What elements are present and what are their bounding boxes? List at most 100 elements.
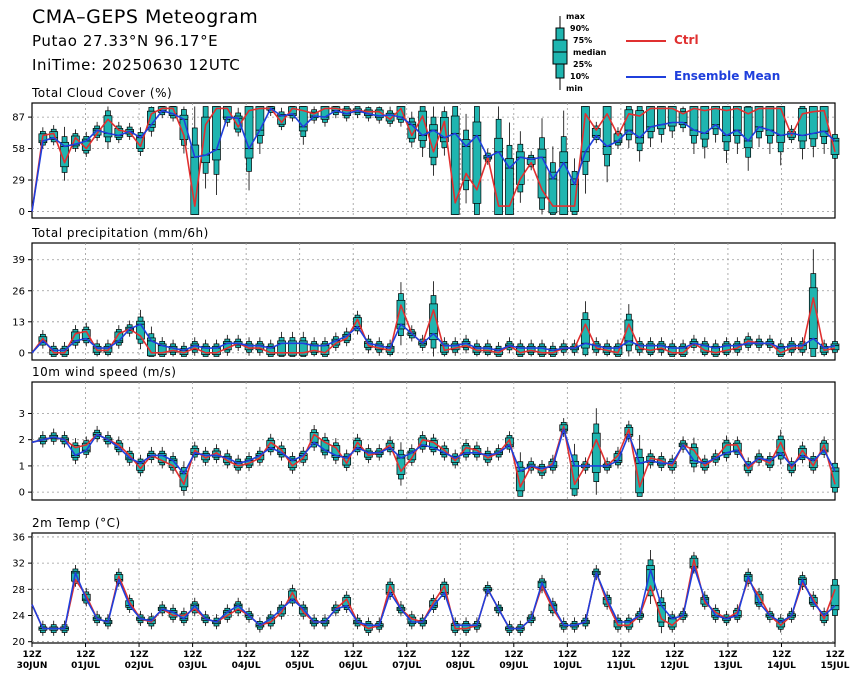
cloud-box-inner xyxy=(515,151,525,185)
xtick-hour-label: 12Z xyxy=(130,650,150,660)
temp-ytick-label: 32 xyxy=(12,559,25,570)
cloud-box-inner xyxy=(418,110,427,141)
wind-box-inner xyxy=(342,455,352,466)
wind-box-inner xyxy=(732,442,742,453)
precip-box-inner xyxy=(81,329,91,341)
legend-ctrl-swatch xyxy=(626,40,666,42)
legend-median-label: median xyxy=(573,48,607,57)
precip-box-inner xyxy=(71,331,80,344)
xtick-date-label: 04JUL xyxy=(232,661,261,671)
wind-box-inner xyxy=(418,437,427,448)
cloud-box-inner xyxy=(743,106,753,149)
wind-box-inner xyxy=(570,460,579,490)
precip-box-inner xyxy=(157,343,167,355)
wind-box-inner xyxy=(125,453,135,461)
legend-mean-swatch xyxy=(626,76,666,78)
wind-box-inner xyxy=(808,458,818,469)
wind-mean-line xyxy=(31,428,836,475)
xtick-date-label: 07JUL xyxy=(392,661,421,671)
cloud-box-inner xyxy=(808,106,818,140)
xtick-date-label: 03JUL xyxy=(178,661,207,671)
cloud-box-inner xyxy=(537,148,547,199)
xtick-date-label: 01JUL xyxy=(71,661,100,671)
xtick-hour-label: 12Z xyxy=(504,650,524,660)
cloud-ytick-label: 0 xyxy=(19,207,25,218)
precip-ytick-label: 13 xyxy=(12,317,25,328)
cloud-box-inner xyxy=(700,106,710,140)
xtick-date-label: 14JUL xyxy=(767,661,796,671)
xtick-hour-label: 12Z xyxy=(558,650,578,660)
chart-title: CMA–GEPS Meteogram xyxy=(32,6,259,28)
temp-box-inner xyxy=(776,620,786,628)
wind-box-inner xyxy=(81,442,91,453)
xtick-hour-label: 12Z xyxy=(397,650,417,660)
precip-box-inner xyxy=(732,343,742,351)
cloud-box-inner xyxy=(505,158,514,215)
xtick-hour-label: 12Z xyxy=(825,650,845,660)
temp-ytick-label: 20 xyxy=(12,637,25,648)
xtick-date-label: 05JUL xyxy=(285,661,314,671)
precip-box-inner xyxy=(537,345,547,355)
xtick-date-label: 08JUL xyxy=(446,661,475,671)
precip-mean-line xyxy=(31,323,836,354)
cloud-box-inner xyxy=(114,128,124,138)
xtick-hour-label: 12Z xyxy=(22,650,42,660)
xtick-hour-label: 12Z xyxy=(290,650,310,660)
cloud-box-inner xyxy=(732,106,742,136)
wind-ytick-label: 1 xyxy=(19,461,25,472)
cloud-box-inner xyxy=(320,106,330,120)
precip-ytick-label: 0 xyxy=(19,348,25,359)
station-location: Putao 27.33°N 96.17°E xyxy=(32,32,219,50)
temp-box-inner xyxy=(646,565,655,591)
temp-box-inner xyxy=(190,603,200,611)
cloud-box-inner xyxy=(570,178,579,212)
wind-box-inner xyxy=(309,432,319,445)
init-time: IniTime: 20250630 12UTC xyxy=(32,56,241,74)
legend-min-label: min xyxy=(566,84,583,93)
cloud-ytick-label: 58 xyxy=(12,144,25,155)
wind-ytick-label: 3 xyxy=(19,409,25,420)
temp-box-inner xyxy=(288,590,297,602)
wind-box-inner xyxy=(396,454,406,475)
temp-box-inner xyxy=(830,584,840,611)
precip-ctrl-line xyxy=(31,297,836,354)
cloud-box-inner xyxy=(776,106,786,143)
xtick-date-label: 15JUL xyxy=(821,661,850,671)
cloud-box-inner xyxy=(798,108,807,142)
cloud-box-inner xyxy=(103,115,113,138)
cloud-box-inner xyxy=(277,113,286,125)
legend-p10-label: 10% xyxy=(570,72,590,81)
temp-panel-frame xyxy=(31,532,836,644)
precip-box-inner xyxy=(298,340,308,356)
precip-ytick-label: 39 xyxy=(12,255,25,266)
xtick-hour-label: 12Z xyxy=(772,650,792,660)
xtick-date-label: 10JUL xyxy=(553,661,582,671)
cloud-box-inner xyxy=(830,137,840,155)
cloud-box-inner xyxy=(722,106,731,143)
cloud-box-inner xyxy=(646,106,655,132)
cloud-box-inner xyxy=(754,106,764,132)
xtick-hour-label: 12Z xyxy=(611,650,631,660)
xtick-date-label: 11JUL xyxy=(606,661,635,671)
wind-panel-frame xyxy=(31,381,836,501)
precip-panel-title: Total precipitation (mm/6h) xyxy=(31,226,209,240)
meteogram-header: CMA–GEPS Meteogram Putao 27.33°N 96.17°E… xyxy=(0,0,859,95)
cloud-box-inner xyxy=(201,116,210,164)
wind-box-inner xyxy=(798,448,807,458)
xtick-date-label: 13JUL xyxy=(713,661,742,671)
cloud-box-inner xyxy=(233,115,243,130)
cloud-box-inner xyxy=(407,121,417,139)
xtick-hour-label: 12Z xyxy=(237,650,257,660)
xtick-hour-label: 12Z xyxy=(344,650,364,660)
temp-box-inner xyxy=(657,602,666,623)
cloud-box-inner xyxy=(168,106,178,116)
legend-max-label: max xyxy=(566,12,585,21)
xtick-hour-label: 12Z xyxy=(665,650,685,660)
cloud-panel-title: Total Cloud Cover (%) xyxy=(31,86,172,100)
wind-box-inner xyxy=(776,439,786,456)
temp-box-inner xyxy=(754,593,764,605)
legend-boxplot-icon xyxy=(552,16,568,90)
wind-box-inner xyxy=(71,445,80,458)
wind-box-inner xyxy=(353,440,362,450)
